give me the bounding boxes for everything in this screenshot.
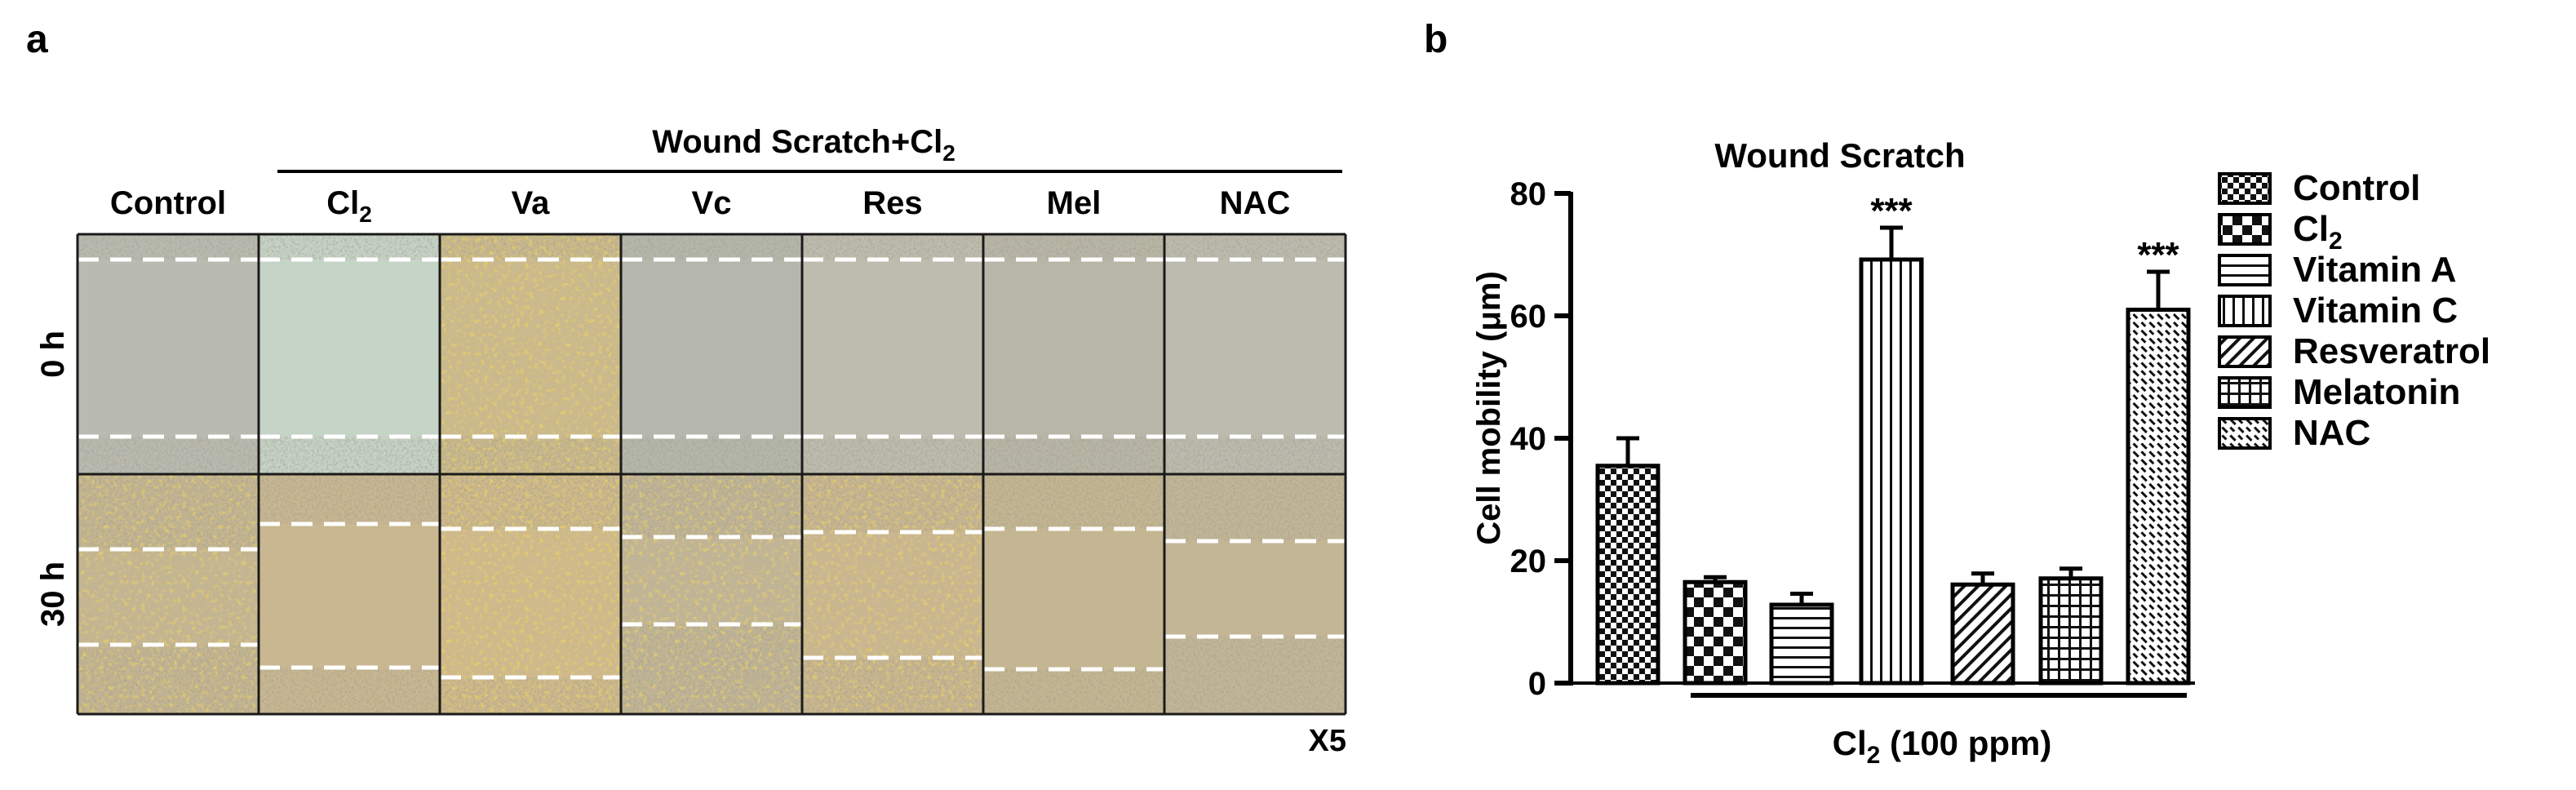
row-label-1: 30 h [35, 561, 71, 627]
cell-layer [78, 437, 259, 474]
cell-layer [802, 437, 983, 474]
micrograph-cell [802, 234, 983, 474]
cell-layer [1164, 474, 1346, 541]
legend-swatch-2 [2218, 254, 2272, 286]
axes: 0 20 40 60 80 [1510, 176, 1573, 702]
column-header-6: NAC [1220, 185, 1291, 221]
column-header-1: Cl2 [326, 185, 372, 227]
column-header-3: Vc [692, 185, 732, 221]
cell-layer [983, 437, 1164, 474]
legend-swatch-1 [2218, 213, 2272, 246]
cell-layer [259, 437, 440, 474]
cell-layer [983, 234, 1164, 260]
legend-swatch-0 [2218, 172, 2272, 205]
significance-marker: *** [2137, 235, 2179, 275]
bar-nac [2126, 308, 2191, 686]
y-axis-label: Cell mobility (μm) [1471, 271, 1507, 545]
cell-layer [983, 669, 1164, 714]
cell-layer [259, 234, 440, 260]
panel-a: a Wound Scratch+Cl2 Control Cl2 Va Vc Res Mel… [26, 18, 1347, 758]
legend-entry-3: Vitamin C [2293, 291, 2458, 331]
legend-swatch-4 [2218, 335, 2272, 368]
micrograph-cell [983, 234, 1164, 474]
column-header-2: Va [512, 185, 550, 221]
legend-entry-4: Resveratrol [2293, 331, 2490, 371]
micrograph-cell [78, 234, 259, 474]
legend-entry-6: NAC [2293, 413, 2370, 453]
cell-layer [1164, 437, 1346, 474]
y-tick-label: 80 [1510, 176, 1547, 212]
legend-entry-2: Vitamin A [2293, 250, 2457, 290]
column-header-5: Mel [1047, 185, 1102, 221]
legend-swatch-3 [2218, 295, 2272, 327]
bar-melatonin [2038, 576, 2104, 686]
panel-b-label: b [1424, 18, 1448, 61]
panel-b: b Wound Scratch Cell mobility (μm) 0 20 40… [1424, 18, 2490, 769]
magnification-label: X5 [1309, 724, 1346, 758]
bar-control [1595, 464, 1660, 686]
x-axis-label: Cl2 (100 ppm) [1833, 724, 2052, 769]
micrograph-grid [76, 233, 1347, 716]
micrograph-cell [259, 234, 440, 474]
chart-title: Wound Scratch [1714, 136, 1965, 175]
micrograph-cell [621, 234, 802, 474]
bar-vitamin-a [1769, 602, 1834, 686]
legend-swatch-5 [2218, 376, 2272, 409]
y-tick-label: 60 [1510, 299, 1547, 335]
cell-layer [1164, 234, 1346, 260]
bar-cl2 [1683, 579, 1748, 686]
row-label-0: 0 h [35, 331, 71, 378]
group-header: Wound Scratch+Cl2 [652, 124, 955, 166]
bar-vitamin-c [1859, 257, 1924, 686]
legend-entry-1: Cl2 [2293, 209, 2343, 255]
cell-debris [802, 474, 983, 714]
legend-entry-0: Control [2293, 168, 2420, 208]
column-header-4: Res [862, 185, 922, 221]
cell-debris [621, 474, 802, 714]
cell-layer [621, 234, 802, 260]
row-labels: 0 h 30 h [35, 331, 71, 627]
cell-layer [621, 437, 802, 474]
cell-layer [78, 234, 259, 260]
legend-swatch-6 [2218, 417, 2272, 450]
bars: *** *** [1571, 191, 2195, 686]
y-tick-label: 0 [1528, 666, 1546, 702]
cell-debris [440, 474, 621, 714]
y-tick-label: 20 [1510, 544, 1547, 579]
cell-layer [1164, 637, 1346, 714]
cell-debris [440, 234, 621, 474]
y-tick-label: 40 [1510, 421, 1547, 457]
significance-marker: *** [1870, 191, 1913, 231]
bar-resveratrol [1950, 582, 2015, 686]
panel-a-label: a [26, 18, 48, 61]
column-headers: Control Cl2 Va Vc Res Mel NAC [110, 185, 1290, 227]
micrograph-cell [1164, 234, 1346, 474]
cell-debris [78, 474, 259, 714]
legend-entry-5: Melatonin [2293, 372, 2460, 412]
cell-layer [259, 474, 440, 524]
column-header-0: Control [110, 185, 226, 221]
cell-layer [802, 234, 983, 260]
cell-layer [259, 668, 440, 714]
cell-layer [983, 474, 1164, 529]
